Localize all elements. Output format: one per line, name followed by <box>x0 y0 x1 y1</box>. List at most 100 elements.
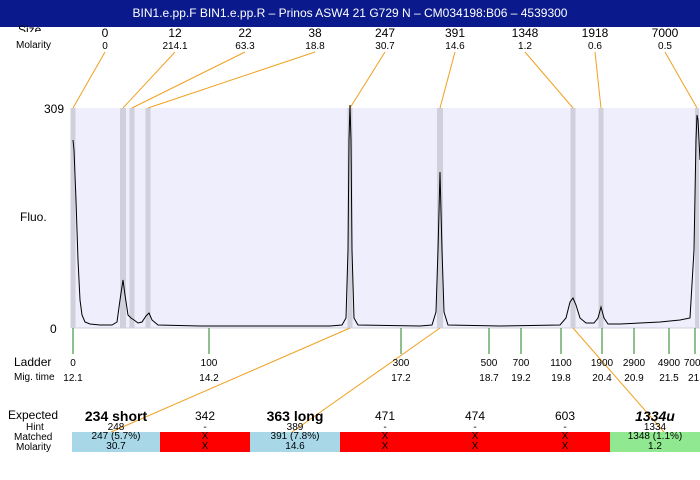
expected-hint: 248 <box>107 422 125 433</box>
ladder-time: 20.4 <box>592 373 612 384</box>
peak-link <box>147 51 316 109</box>
peak-molarity: 1.2 <box>518 41 532 52</box>
matched-value: X <box>471 432 479 442</box>
window-title: BIN1.e.pp.F BIN1.e.pp.R – Prinos ASW4 21… <box>0 0 700 27</box>
peak-molarity: 63.3 <box>235 41 255 52</box>
peak-link <box>122 51 176 109</box>
peak-molarity: 30.7 <box>375 41 395 52</box>
peak-link <box>594 51 602 109</box>
expected-label: Expected <box>8 408 59 422</box>
expected-hint: - <box>203 422 207 433</box>
expected-size: 363 long <box>266 408 324 424</box>
matched-value: 1348 (1.1%) <box>627 432 683 442</box>
matched-value: X <box>201 432 209 442</box>
peak-band <box>598 108 604 328</box>
peak-band <box>570 108 576 328</box>
matched-value: 247 (5.7%) <box>91 432 141 442</box>
molarity-label: Molarity <box>16 40 52 51</box>
ladder-time: 18.7 <box>479 373 499 384</box>
expected-hint: - <box>563 422 567 433</box>
y-min-label: 0 <box>50 322 57 336</box>
expected-hint: - <box>473 422 477 433</box>
peak-size: 12 <box>168 26 182 40</box>
ladder-size: 100 <box>200 358 218 369</box>
ladder-size: 0 <box>70 358 76 369</box>
ladder-time: 19.2 <box>511 373 531 384</box>
peak-band <box>695 108 699 328</box>
peak-band <box>120 108 126 328</box>
matched-value: 391 (7.8%) <box>270 432 320 442</box>
mig-time-label: Mig. time <box>14 372 55 383</box>
peak-molarity: 0.6 <box>588 41 602 52</box>
ladder-size: 1100 <box>550 358 572 369</box>
hint-label: Hint <box>26 422 44 433</box>
peak-link <box>524 51 574 109</box>
expected-size: 474 <box>464 409 486 423</box>
ladder-time: 17.2 <box>391 373 411 384</box>
peak-band <box>129 108 135 328</box>
peak-link <box>349 51 386 109</box>
match-cell: 391 (7.8%) 14.6 <box>250 432 340 452</box>
expected-size: 471 <box>374 409 396 423</box>
y-axis-label: Fluo. <box>20 210 47 224</box>
expected-size: 603 <box>554 409 576 423</box>
expected-size: 234 short <box>84 408 148 424</box>
matched-value: X <box>381 432 389 442</box>
expected-hint: 1334 <box>643 422 667 433</box>
peak-size: 0 <box>101 26 109 40</box>
peak-size: 1918 <box>581 26 609 40</box>
peak-molarity: 14.6 <box>445 41 465 52</box>
peak-molarity: 214.1 <box>162 41 188 52</box>
matched-molarity: 30.7 <box>106 441 126 452</box>
matched-molarity: 1.2 <box>648 441 662 452</box>
expected-hint: - <box>383 422 387 433</box>
peak-size: 38 <box>308 26 322 40</box>
peak-link <box>439 51 456 109</box>
peak-molarity: 18.8 <box>305 41 325 52</box>
expected-size: 342 <box>194 409 216 423</box>
peak-size: 247 <box>374 26 396 40</box>
ladder-time: 14.2 <box>199 373 219 384</box>
match-cell: 1348 (1.1%) 1.2 <box>610 432 700 452</box>
ladder-size: 700 <box>512 358 530 369</box>
peak-size: 1348 <box>511 26 539 40</box>
expected-size: 1334u <box>635 408 675 424</box>
fluorescence-trace <box>72 104 700 327</box>
peak-band <box>437 108 443 328</box>
peak-size: 391 <box>444 26 466 40</box>
matched-label: Matched <box>14 432 53 443</box>
ladder-size: 2900 <box>622 358 646 369</box>
size-label: Size <box>18 24 42 32</box>
ladder-size: 4900 <box>657 358 681 369</box>
ladder-time: 19.8 <box>551 373 571 384</box>
match-link <box>291 327 441 433</box>
peak-size: 7000 <box>651 26 679 40</box>
ladder-size: 1900 <box>590 358 614 369</box>
peak-link <box>131 51 246 109</box>
expected-hint: 389 <box>286 422 304 433</box>
matched-molarity: X <box>471 441 479 452</box>
peak-molarity: 0.5 <box>658 41 672 52</box>
matched-molarity: X <box>561 441 569 452</box>
ladder-size: 500 <box>480 358 498 369</box>
ladder-time: 21.5 <box>659 373 679 384</box>
peak-link <box>664 51 698 109</box>
matched-molarity: X <box>201 441 209 452</box>
plot-area <box>72 108 700 328</box>
ladder-label: Ladder <box>14 355 52 369</box>
peak-link <box>72 51 106 109</box>
peak-size: 22 <box>238 26 252 40</box>
match-link <box>572 327 665 433</box>
ladder-size: 7000 <box>683 358 700 369</box>
matched-molarity: 14.6 <box>285 441 305 452</box>
ladder-size: 300 <box>392 358 410 369</box>
peak-band <box>347 108 353 328</box>
matched-value: X <box>561 432 569 442</box>
peak-band <box>70 108 76 328</box>
matched-molarity: X <box>381 441 389 452</box>
